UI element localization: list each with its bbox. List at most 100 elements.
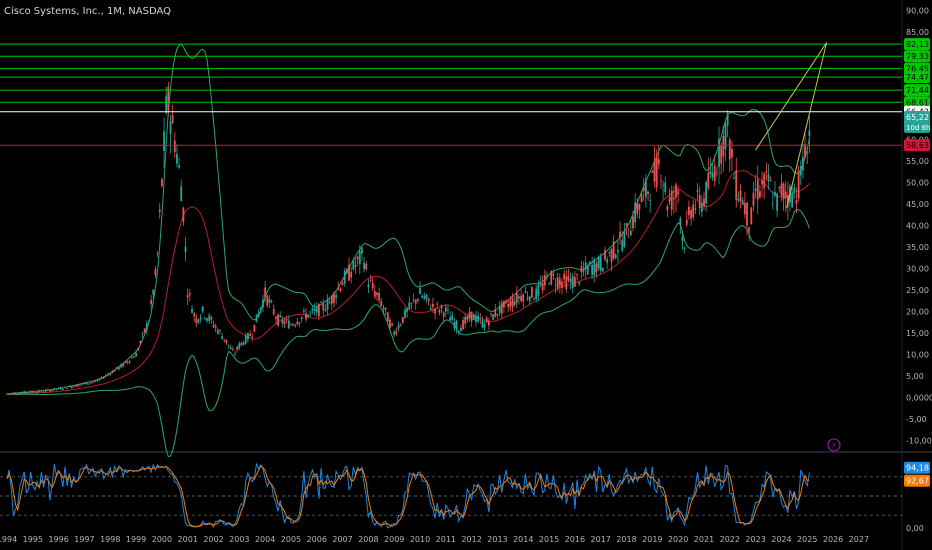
candle-body	[503, 300, 505, 308]
stoch-d-line	[6, 465, 810, 528]
candle-body	[42, 391, 45, 393]
candle-body	[369, 280, 372, 282]
candle-body	[416, 299, 419, 302]
candle-body	[569, 278, 572, 282]
x-tick-label: 2012	[461, 535, 481, 544]
candle-body	[251, 336, 254, 338]
candle-body	[264, 287, 267, 298]
candle-body	[780, 183, 783, 196]
candle-body	[576, 274, 578, 276]
candle-body	[238, 343, 241, 349]
candle-body	[724, 123, 727, 150]
y-tick-label: -10,00	[906, 436, 932, 445]
candle-body	[253, 324, 256, 332]
candle-body	[494, 309, 497, 317]
candle-body	[180, 186, 183, 202]
candle-body	[799, 165, 802, 176]
candle-body	[492, 314, 495, 320]
candle-body	[778, 186, 781, 189]
candle-body	[558, 279, 561, 286]
candle-body	[339, 288, 342, 291]
candle-body	[412, 299, 415, 301]
candle-body	[212, 324, 215, 327]
stoch-d-label: 92,67	[906, 477, 929, 486]
candle-body	[62, 389, 64, 390]
candle-body	[225, 339, 228, 343]
price-level-label: 76,45	[906, 65, 929, 74]
x-tick-label: 2023	[745, 535, 765, 544]
candle-body	[739, 190, 742, 202]
candle-body	[10, 393, 13, 395]
candle-body	[653, 160, 656, 182]
candle-body	[139, 341, 142, 343]
candle-body	[38, 390, 41, 392]
candle-body	[685, 219, 688, 225]
candle-body	[330, 295, 333, 304]
candle-body	[34, 392, 36, 394]
candle-body	[750, 207, 753, 225]
candle-body	[763, 173, 766, 188]
candle-body	[698, 194, 701, 208]
candle-body	[363, 262, 365, 270]
candle-body	[257, 312, 260, 317]
candle-body	[438, 309, 441, 313]
candle-body	[477, 315, 480, 322]
candle-body	[315, 306, 318, 313]
candle-body	[748, 227, 751, 232]
candle-body	[524, 291, 527, 293]
candle-body	[46, 389, 49, 391]
candle-body	[182, 207, 185, 222]
candle-body	[208, 315, 211, 322]
candle-body	[158, 209, 161, 212]
candle-body	[184, 246, 187, 252]
x-tick-label: 2008	[358, 535, 378, 544]
candle-body	[728, 139, 731, 160]
candle-body	[604, 250, 606, 260]
candle-body	[31, 391, 34, 393]
x-tick-label: 2005	[281, 535, 301, 544]
candle-body	[384, 307, 387, 310]
candle-body	[582, 269, 585, 272]
candle-body	[539, 283, 542, 286]
candle-body	[608, 252, 611, 254]
candle-body	[79, 384, 82, 386]
candle-body	[802, 157, 804, 171]
candle-body	[53, 388, 56, 391]
candle-body	[666, 206, 669, 211]
candle-body	[137, 348, 140, 351]
candle-body	[231, 349, 234, 351]
candle-body	[397, 325, 400, 329]
candle-body	[696, 190, 699, 192]
candle-body	[565, 276, 568, 290]
price-level-label: 82,13	[906, 40, 929, 49]
candle-body	[358, 251, 361, 265]
candle-body	[556, 277, 559, 289]
candle-body	[625, 222, 628, 226]
flash-icon-glyph: ⚡	[831, 441, 837, 450]
candle-body	[120, 364, 122, 368]
candle-body	[296, 321, 299, 325]
candle-body	[774, 191, 776, 196]
bollinger-lower-band	[6, 208, 810, 458]
candle-body	[752, 192, 755, 206]
candle-body	[96, 379, 99, 382]
candle-body	[797, 170, 800, 199]
candle-body	[634, 202, 637, 223]
candle-body	[548, 283, 550, 285]
candle-body	[193, 313, 196, 317]
candle-body	[66, 388, 69, 390]
candle-body	[466, 316, 469, 320]
candle-body	[681, 237, 684, 241]
stoch-k-badge	[904, 461, 930, 474]
candle-body	[434, 308, 436, 314]
candle-body	[277, 314, 279, 326]
candle-body	[94, 381, 97, 382]
candle-body	[105, 375, 107, 377]
candle-body	[526, 297, 529, 299]
price-level-label: 71,44	[906, 86, 929, 95]
candle-body	[791, 192, 794, 208]
candle-body	[419, 288, 421, 294]
candle-body	[44, 390, 47, 392]
candle-body	[154, 268, 157, 276]
